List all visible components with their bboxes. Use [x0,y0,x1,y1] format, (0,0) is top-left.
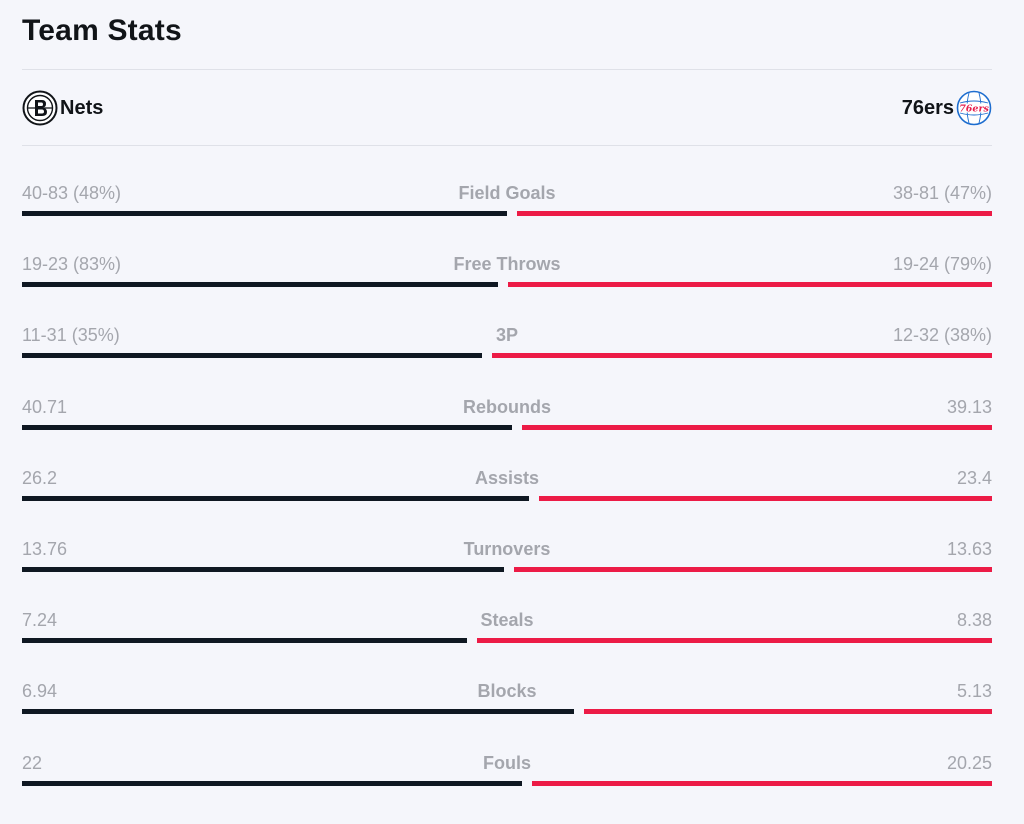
away-bar [508,282,992,288]
home-bar [22,566,504,572]
comparison-bar [22,709,992,715]
stat-label: Free Throws [453,254,561,275]
stat-label: 3P [495,325,519,346]
away-bar [517,211,992,216]
home-stat-value: 11-31 (35%) [22,325,120,346]
comparison-bar [22,638,992,644]
home-bar [22,638,467,644]
away-stat-value: 8.38 [956,610,992,631]
home-team-name: Nets [60,96,104,119]
stat-label: Steals [480,610,534,631]
nets-logo-icon [22,90,58,126]
away-bar [492,353,992,359]
home-bar [22,780,522,786]
page-title: Team Stats [22,14,182,47]
away-stat-value: 13.63 [946,538,992,559]
stat-row: 11-31 (35%) 3P 12-32 (38%) [22,307,992,378]
home-stat-value: 26.2 [22,467,58,488]
stat-row: 19-23 (83%) Free Throws 19-24 (79%) [22,236,992,307]
stat-row: 6.94 Blocks 5.13 [22,663,992,734]
away-stat-value: 12-32 (38%) [892,325,992,346]
away-bar [522,424,992,430]
stat-label: Assists [474,467,540,488]
teams-divider [22,145,992,146]
away-bar [477,638,992,644]
away-bar [539,495,992,501]
away-bar [584,709,992,715]
home-stat-value: 13.76 [22,538,68,559]
stat-label: Field Goals [458,183,556,203]
home-stat-value: 6.94 [22,681,58,702]
away-stat-value: 38-81 (47%) [892,183,992,203]
comparison-bar [22,353,992,359]
comparison-bar [22,424,992,430]
stat-label: Turnovers [463,538,551,559]
home-stat-value: 22 [22,752,43,773]
home-stat-value: 40.71 [22,396,68,417]
away-stat-value: 20.25 [946,752,992,773]
stat-row: 13.76 Turnovers 13.63 [22,521,992,592]
home-bar [22,709,574,715]
away-bar [532,780,992,786]
stat-row: 40-83 (48%) Field Goals 38-81 (47%) [22,165,992,236]
comparison-bar [22,566,992,572]
away-stat-value: 23.4 [956,467,992,488]
76ers-logo-text: 76ers [959,104,989,115]
away-bar [514,566,992,572]
stat-row: 26.2 Assists 23.4 [22,450,992,521]
stat-row: 40.71 Rebounds 39.13 [22,379,992,450]
stat-row: 7.24 Steals 8.38 [22,592,992,663]
stat-row: 22 Fouls 20.25 [22,735,992,806]
home-bar [22,282,498,288]
home-stat-value: 19-23 (83%) [22,254,122,275]
stat-label: Rebounds [463,396,551,417]
stat-label: Blocks [477,681,537,702]
away-team[interactable]: 76ers 76ers [902,89,992,127]
home-stat-value: 40-83 (48%) [22,183,122,203]
home-bar [22,353,482,359]
away-stat-value: 39.13 [946,396,992,417]
home-bar [22,495,529,501]
home-stat-value: 7.24 [22,610,58,631]
comparison-bar [22,780,992,786]
home-team[interactable]: Nets [22,89,103,127]
comparison-bar [22,282,992,288]
title-divider [22,69,992,70]
home-bar [22,211,507,216]
stat-label: Fouls [483,752,531,773]
away-stat-value: 5.13 [956,681,992,702]
teams-header: Nets 76ers 76ers [22,89,992,127]
comparison-bar [22,211,992,216]
away-team-name: 76ers [901,96,954,119]
stats-list: 40-83 (48%) Field Goals 38-81 (47%) 19-23 (… [22,165,992,806]
comparison-bar [22,495,992,501]
home-bar [22,424,512,430]
76ers-logo-icon: 76ers [956,90,992,126]
away-stat-value: 19-24 (79%) [892,254,992,275]
